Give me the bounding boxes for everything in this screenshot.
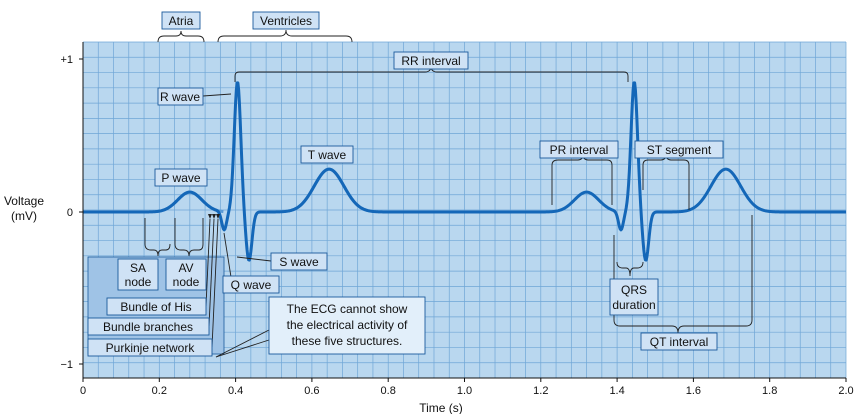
label-ventricles: Ventricles (260, 14, 312, 28)
label-q-wave: Q wave (231, 278, 272, 292)
label-av-node-line1: AV (178, 261, 193, 275)
y-axis-unit: (mV) (11, 209, 37, 223)
y-axis-title: Voltage (4, 194, 44, 208)
bundle-of-his-leader (205, 218, 211, 307)
label-s-wave: S wave (279, 255, 319, 269)
x-tick-label: 1.0 (457, 385, 472, 397)
av-node-bracket (174, 218, 204, 257)
sa-node-bracket (144, 218, 171, 257)
note-leader-2 (215, 329, 270, 358)
s-wave-leader (236, 256, 272, 262)
x-tick-label: 2.0 (838, 385, 853, 397)
purkinje-leader (211, 218, 219, 348)
x-tick-label: 0 (80, 385, 86, 397)
ecg-trace (82, 81, 847, 262)
label-atria: Atria (169, 14, 194, 28)
label-qt-interval: QT interval (650, 335, 708, 349)
x-tick-label: 0.2 (152, 385, 167, 397)
r-wave-leader (202, 93, 232, 97)
label-bundle-branches: Bundle branches (103, 320, 193, 334)
label-purkinje-network: Purkinje network (106, 341, 196, 355)
label-pr-interval: PR interval (550, 143, 609, 157)
label-rr-interval: RR interval (401, 54, 460, 68)
x-tick-label: 0.6 (304, 385, 319, 397)
label-qrs-line1: QRS (621, 283, 647, 297)
x-tick-label: 1.8 (762, 385, 777, 397)
label-r-wave: R wave (160, 90, 200, 104)
x-ticks: 0 0.2 0.4 0.6 0.8 1.0 1.2 1.4 1.6 1.8 2.0 (80, 378, 854, 397)
bundle-branches-leader (208, 218, 215, 327)
atria-bracket (157, 30, 205, 43)
label-st-segment: ST segment (647, 143, 712, 157)
q-wave-leader (223, 232, 232, 278)
label-t-wave: T wave (308, 148, 347, 162)
y-tick-label: +1 (60, 54, 73, 66)
x-axis-title: Time (s) (419, 401, 463, 414)
qrs-duration-bracket (616, 261, 644, 277)
note-leader-1 (215, 339, 270, 358)
x-tick-label: 0.8 (381, 385, 396, 397)
note-line-1: The ECG cannot show (287, 302, 408, 316)
x-tick-label: 1.2 (533, 385, 548, 397)
arrowheads (208, 214, 220, 219)
label-sa-node-line1: SA (130, 261, 146, 275)
y-tick-label: 0 (67, 207, 73, 219)
label-p-wave: P wave (161, 171, 200, 185)
y-ticks: +1 0 −1 (60, 54, 83, 371)
label-sa-node-line2: node (125, 275, 152, 289)
label-boxes: Atria Ventricles RR interval R wave T wa… (87, 11, 724, 357)
x-tick-label: 1.4 (609, 385, 624, 397)
note-line-3: these five structures. (292, 334, 403, 348)
label-bundle-of-his: Bundle of His (120, 300, 191, 314)
label-qrs-line2: duration (612, 298, 655, 312)
note-line-2: the electrical activity of (287, 318, 408, 332)
label-av-node-line2: node (173, 275, 200, 289)
y-tick-label: −1 (60, 359, 73, 371)
ventricles-bracket (217, 29, 353, 43)
x-tick-label: 1.6 (686, 385, 701, 397)
x-tick-label: 0.4 (228, 385, 243, 397)
